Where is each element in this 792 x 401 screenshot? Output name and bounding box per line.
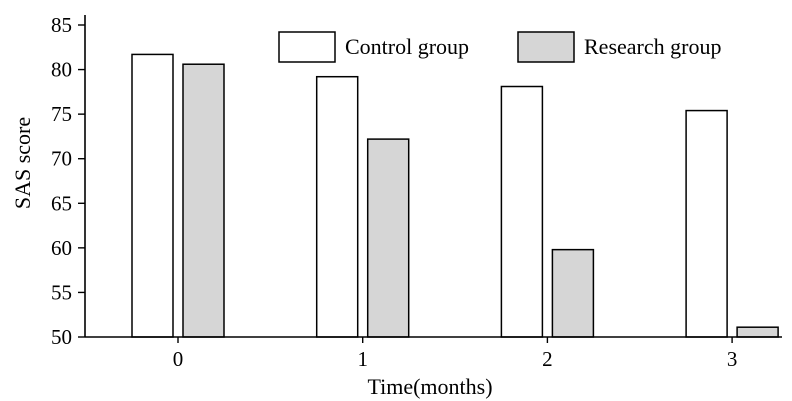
- legend: Control group Research group: [278, 31, 721, 63]
- x-tick-label-0: 0: [173, 347, 184, 371]
- axes-group: [84, 15, 782, 338]
- y-tick-label-80: 80: [51, 58, 72, 82]
- bar-research-0: [182, 63, 225, 338]
- y-axis-label: SAS score: [10, 117, 35, 209]
- x-ticks-group: 0 1 2 3: [173, 337, 738, 371]
- y-tick-label-60: 60: [51, 236, 72, 260]
- bar-research-2: [551, 248, 595, 338]
- y-ticks-group: 50 55 60 65 70 75 80 85: [51, 13, 85, 349]
- y-tick-label-85: 85: [51, 13, 72, 37]
- y-tick-label-70: 70: [51, 147, 72, 171]
- bar-control-0: [131, 53, 174, 338]
- y-tick-label-55: 55: [51, 280, 72, 304]
- bar-control-3: [685, 109, 728, 338]
- legend-swatch-control: [278, 31, 336, 63]
- y-tick-label-50: 50: [51, 325, 72, 349]
- legend-swatch-research: [517, 31, 575, 63]
- x-axis-label: Time(months): [367, 374, 492, 399]
- x-tick-label-3: 3: [727, 347, 738, 371]
- bar-control-1: [315, 75, 359, 338]
- x-tick-label-1: 1: [357, 347, 368, 371]
- y-tick-label-75: 75: [51, 102, 72, 126]
- bar-research-3: [736, 326, 779, 338]
- legend-label-research: Research group: [584, 34, 721, 59]
- legend-label-control: Control group: [345, 34, 469, 59]
- bar-control-2: [500, 85, 544, 338]
- x-tick-label-2: 2: [542, 347, 553, 371]
- y-tick-label-65: 65: [51, 191, 72, 215]
- bar-research-1: [366, 138, 410, 338]
- bars-group: [131, 53, 779, 338]
